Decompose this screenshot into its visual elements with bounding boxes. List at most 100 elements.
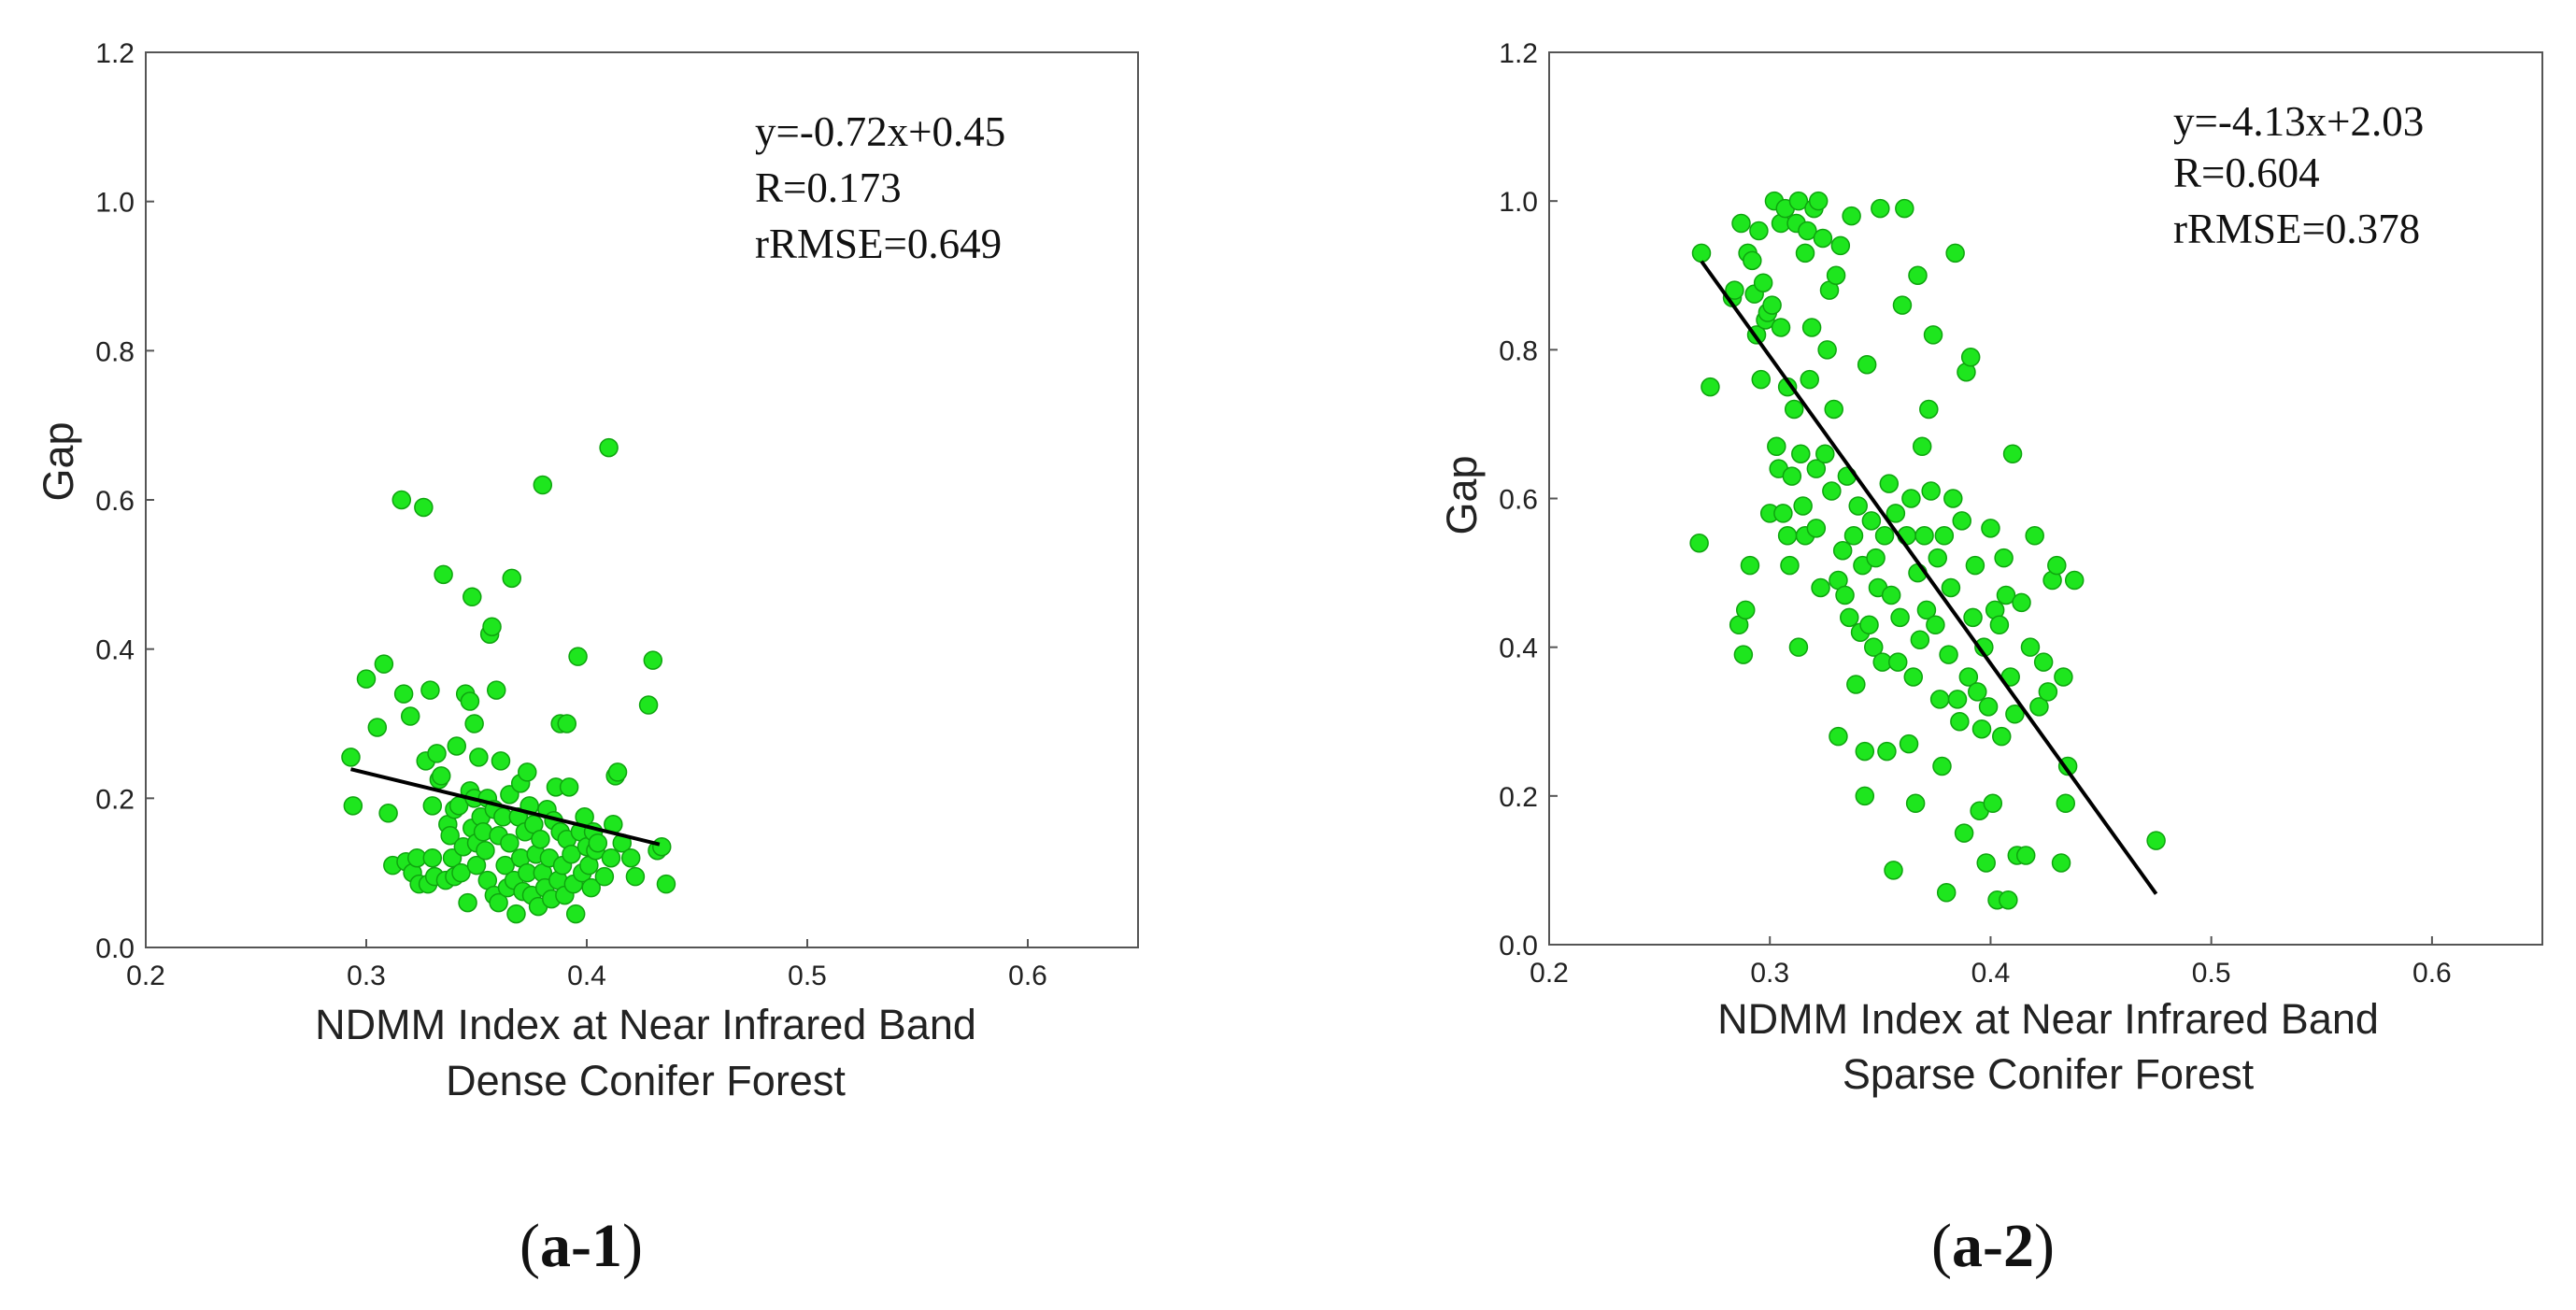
y-tick-label: 0.4 xyxy=(95,635,135,666)
data-point xyxy=(1762,295,1782,315)
data-point xyxy=(1806,459,1827,478)
data-point xyxy=(1976,853,1996,873)
x-tick-label: 0.2 xyxy=(126,961,165,991)
data-point xyxy=(378,804,398,823)
data-point xyxy=(2029,697,2049,717)
data-point xyxy=(1824,399,1843,420)
data-point xyxy=(1989,615,2010,635)
plot-frame xyxy=(145,51,1139,948)
data-point xyxy=(447,736,467,756)
data-point xyxy=(1800,369,1819,390)
x-tick-label: 0.4 xyxy=(567,961,606,991)
data-point xyxy=(1740,555,1760,576)
data-point xyxy=(1780,555,1800,576)
annotation-rrmse: rRMSE=0.378 xyxy=(2173,206,2420,252)
data-point xyxy=(1901,489,1921,508)
data-point xyxy=(2051,853,2071,873)
data-point xyxy=(1903,667,1924,687)
data-point xyxy=(1965,555,1985,576)
panel-label: (a-2) xyxy=(1931,1212,2055,1280)
data-point xyxy=(1782,466,1802,486)
data-point xyxy=(656,874,676,894)
data-point xyxy=(343,796,363,816)
y-tick-label: 0.8 xyxy=(1499,335,1538,366)
data-point xyxy=(1886,504,1906,523)
y-axis-label: Gap xyxy=(1438,455,1486,534)
data-point xyxy=(1735,600,1756,620)
data-point xyxy=(1999,890,2018,910)
data-point xyxy=(460,691,480,711)
data-point xyxy=(625,866,646,887)
data-point xyxy=(464,714,484,733)
data-point xyxy=(495,855,515,876)
data-point xyxy=(1811,577,1830,598)
data-point xyxy=(1832,540,1853,561)
data-point xyxy=(1994,548,2014,568)
y-tick-label: 0.2 xyxy=(1499,782,1538,813)
data-point xyxy=(2047,555,2067,576)
data-point xyxy=(466,855,487,876)
data-point xyxy=(1905,793,1926,814)
data-point xyxy=(1749,221,1769,241)
data-point xyxy=(458,892,477,913)
data-point xyxy=(1725,280,1744,300)
x-axis-label: NDMM Index at Near Infrared Band xyxy=(1717,995,2379,1043)
data-point xyxy=(1895,198,1914,219)
regression-line xyxy=(350,767,661,847)
y-tick-label: 0.8 xyxy=(95,336,135,367)
data-point xyxy=(431,766,451,786)
panel-label: (a-1) xyxy=(519,1212,643,1280)
data-point xyxy=(565,904,586,924)
x-tick-label: 0.4 xyxy=(1971,958,2011,989)
data-point xyxy=(1798,221,1817,241)
y-axis-ticks: 0.0 0.2 0.4 0.6 0.8 1.0 1.2 xyxy=(95,38,154,964)
data-point xyxy=(2033,652,2054,672)
data-point xyxy=(1892,295,1913,315)
data-point xyxy=(557,714,577,733)
data-point xyxy=(1801,318,1822,337)
data-point xyxy=(594,866,615,887)
data-point xyxy=(1950,712,1970,732)
data-point xyxy=(367,718,388,737)
data-point xyxy=(476,840,495,861)
data-point xyxy=(422,847,443,868)
data-point xyxy=(1983,793,2003,814)
data-point xyxy=(1829,726,1848,747)
data-point xyxy=(2025,526,2044,546)
chart-panel-sparse: 0.2 0.3 0.4 0.5 0.6 0.00.20.40.60.81.01.2 y=… xyxy=(1438,38,2543,1280)
data-point xyxy=(1733,645,1754,664)
data-point xyxy=(1822,481,1842,501)
data-point xyxy=(391,490,412,510)
data-point xyxy=(1899,733,1919,754)
data-point xyxy=(1929,690,1950,709)
data-point xyxy=(1971,719,1992,739)
chart-panel-dense: 0.2 0.3 0.4 0.5 0.6 0.00.20.40.60.81.01.2 y=… xyxy=(35,38,1139,1280)
x-tick-label: 0.2 xyxy=(1530,958,1569,989)
data-point xyxy=(518,762,537,782)
y-tick-label: 1.0 xyxy=(95,188,135,219)
data-point xyxy=(1968,682,1987,702)
data-point xyxy=(1877,741,1897,762)
data-point xyxy=(2005,705,2025,724)
data-point xyxy=(1954,823,1974,843)
chart-subtitle: Sparse Conifer Forest xyxy=(1843,1050,2255,1098)
data-point xyxy=(486,680,506,700)
data-point xyxy=(1960,348,1981,367)
data-point xyxy=(374,654,394,674)
data-point xyxy=(1874,526,1895,546)
data-point xyxy=(2012,592,2031,613)
data-point xyxy=(1947,690,1968,709)
y-tick-label: 1.0 xyxy=(1499,187,1538,218)
data-point xyxy=(1881,585,1901,605)
x-tick-label: 0.3 xyxy=(347,961,386,991)
annotation-r: R=0.604 xyxy=(2173,150,2320,196)
y-axis-label: Gap xyxy=(35,421,82,501)
data-point xyxy=(434,564,453,585)
data-point xyxy=(422,796,443,816)
data-point xyxy=(1879,474,1900,493)
y-tick-label: 0.6 xyxy=(95,486,135,517)
data-point xyxy=(1996,585,2016,605)
data-point xyxy=(588,833,608,853)
data-point xyxy=(601,847,621,868)
data-point xyxy=(356,669,377,689)
